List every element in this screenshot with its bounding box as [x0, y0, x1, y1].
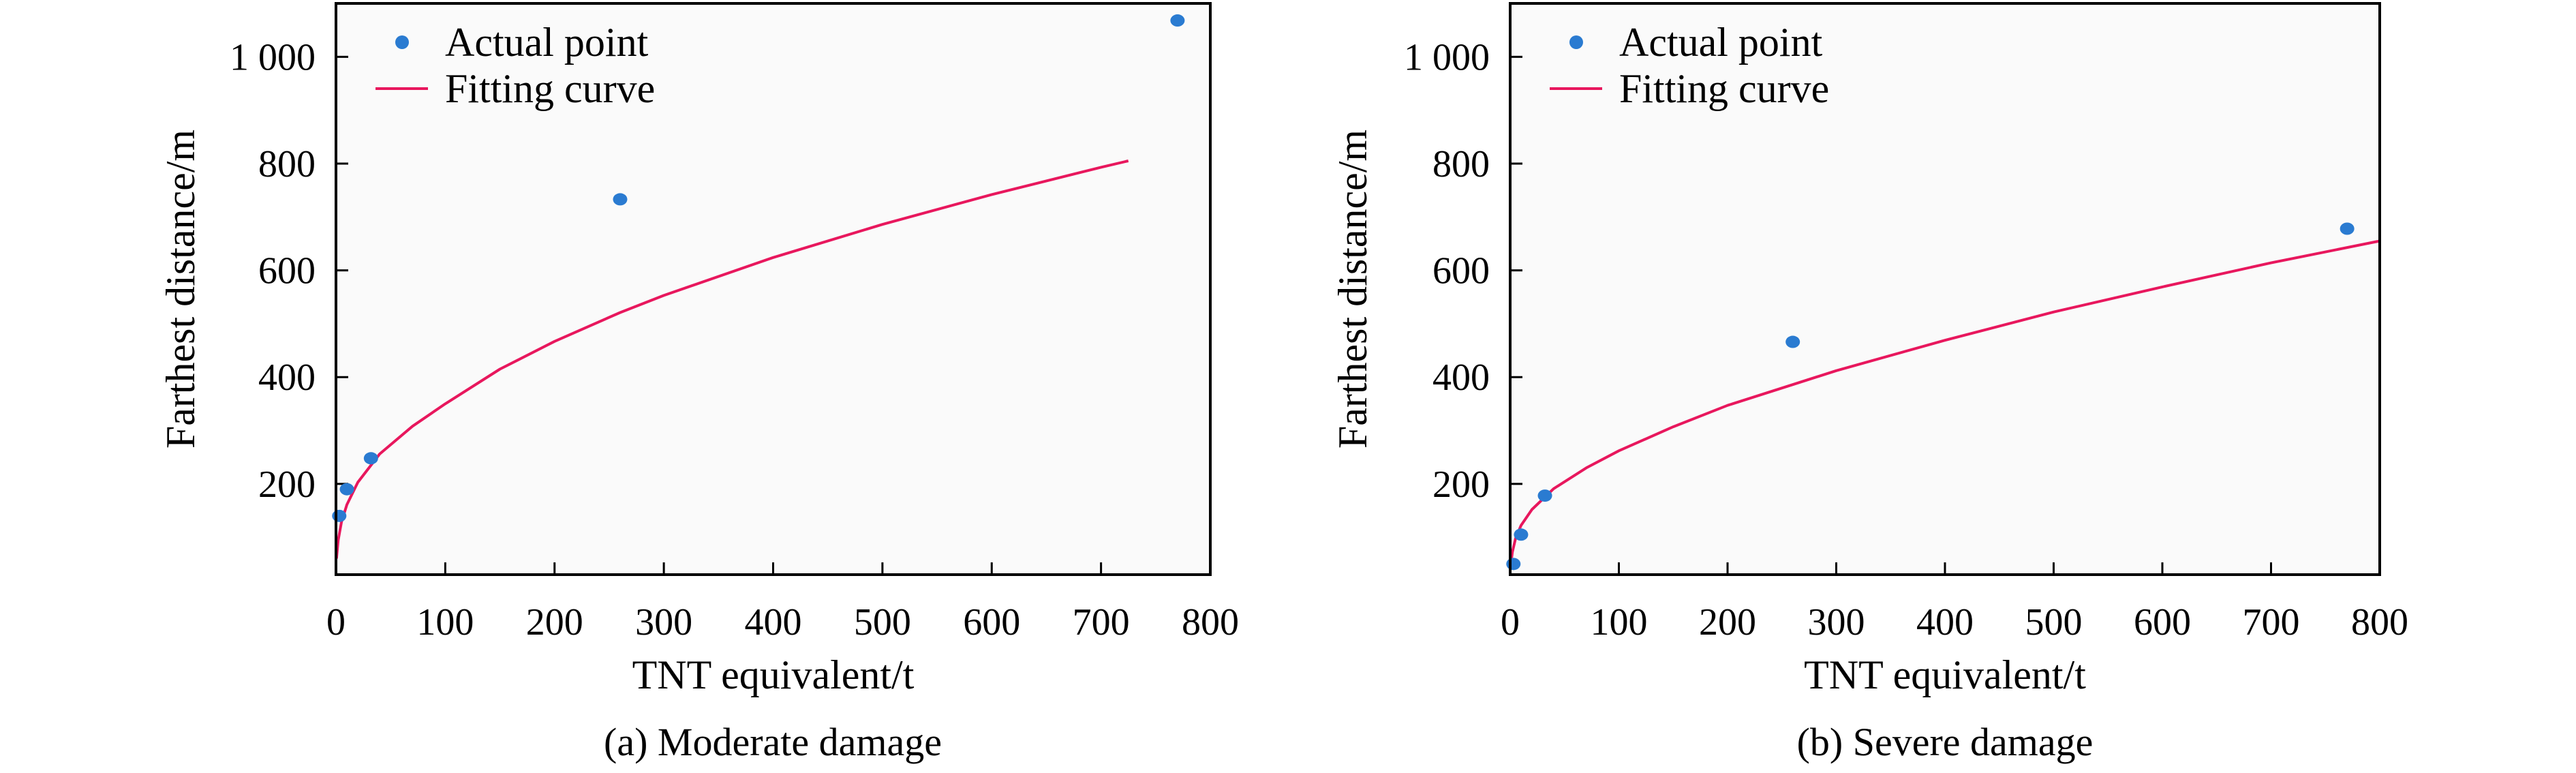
x-tick-label: 700	[2243, 601, 2300, 643]
plot-frame	[1509, 2, 2381, 576]
x-tick-label: 400	[1916, 601, 1974, 643]
y-axis-label: Farthest distance/m	[158, 130, 203, 449]
legend: Actual point Fitting curve	[1550, 20, 1829, 111]
x-tick-label: 100	[416, 601, 474, 643]
x-tick-label: 100	[1591, 601, 1648, 643]
x-tick-label: 200	[526, 601, 583, 643]
x-tick-label: 500	[2025, 601, 2083, 643]
y-tick-label: 1 000	[1404, 36, 1490, 78]
legend-label-fitting-curve: Fitting curve	[1619, 66, 1829, 111]
x-axis-label: TNT equivalent/t	[1804, 652, 2086, 697]
fitting-curve-line	[335, 160, 1129, 559]
legend: Actual point Fitting curve	[375, 20, 655, 111]
legend-label-fitting-curve: Fitting curve	[445, 66, 655, 111]
legend-marker-actual-point	[395, 35, 409, 49]
x-tick-label: 300	[1808, 601, 1865, 643]
actual-point-marker	[2340, 222, 2355, 235]
x-axis-label: TNT equivalent/t	[632, 652, 915, 697]
actual-point-marker	[332, 509, 347, 522]
x-tick-label: 0	[1501, 601, 1520, 643]
chart-panel-moderate: 0 100 200 300 400 500 600 700 800 200 400 600 800 1 …	[158, 2, 1239, 764]
x-tick-label: 0	[326, 601, 346, 643]
y-tick-label: 400	[1432, 357, 1490, 399]
actual-point-marker	[1506, 558, 1521, 571]
x-tick-label: 800	[2351, 601, 2408, 643]
y-tick-label: 1 000	[230, 36, 316, 78]
actual-point-marker	[363, 452, 378, 465]
x-tick-label: 500	[854, 601, 911, 643]
plot-background	[336, 3, 1210, 575]
y-tick-label: 600	[1432, 250, 1490, 292]
legend-label-actual-point: Actual point	[445, 20, 649, 65]
actual-point-marker	[339, 483, 354, 496]
legend-label-actual-point: Actual point	[1619, 20, 1823, 65]
actual-point-marker	[1170, 14, 1185, 27]
y-tick-label: 400	[258, 357, 316, 399]
y-tick-label: 200	[1432, 464, 1490, 506]
x-tick-label: 700	[1073, 601, 1130, 643]
x-tick-label: 400	[745, 601, 802, 643]
actual-point-marker	[1537, 489, 1552, 502]
y-tick-labels: 200 400 600 800 1 000	[230, 36, 316, 506]
actual-point-marker	[1785, 335, 1800, 348]
x-tick-label: 800	[1182, 601, 1239, 643]
plot-background	[1510, 3, 2380, 575]
y-tick-labels: 200 400 600 800 1 000	[1404, 36, 1490, 506]
x-tick-label: 300	[635, 601, 692, 643]
chart-panel-severe: 0 100 200 300 400 500 600 700 800 200 400 600 800 1 …	[1330, 2, 2408, 764]
chart-caption: (a) Moderate damage	[604, 720, 942, 764]
actual-point-marker	[1514, 528, 1529, 541]
x-tick-labels: 0 100 200 300 400 500 600 700 800	[326, 601, 1239, 643]
fitting-curve-layer	[335, 160, 1129, 559]
y-tick-label: 800	[1432, 143, 1490, 185]
actual-point-marker	[613, 193, 628, 206]
x-tick-labels: 0 100 200 300 400 500 600 700 800	[1501, 601, 2408, 643]
x-tick-label: 600	[2134, 601, 2191, 643]
x-tick-label: 600	[963, 601, 1020, 643]
legend-marker-actual-point	[1569, 35, 1583, 49]
y-axis-label: Farthest distance/m	[1330, 130, 1375, 449]
y-tick-label: 600	[258, 250, 316, 292]
x-tick-label: 200	[1699, 601, 1756, 643]
y-tick-label: 800	[258, 143, 316, 185]
y-tick-label: 200	[258, 464, 316, 506]
actual-points-layer	[332, 14, 1185, 522]
chart-caption: (b) Severe damage	[1797, 720, 2094, 764]
plot-frame	[335, 2, 1212, 576]
